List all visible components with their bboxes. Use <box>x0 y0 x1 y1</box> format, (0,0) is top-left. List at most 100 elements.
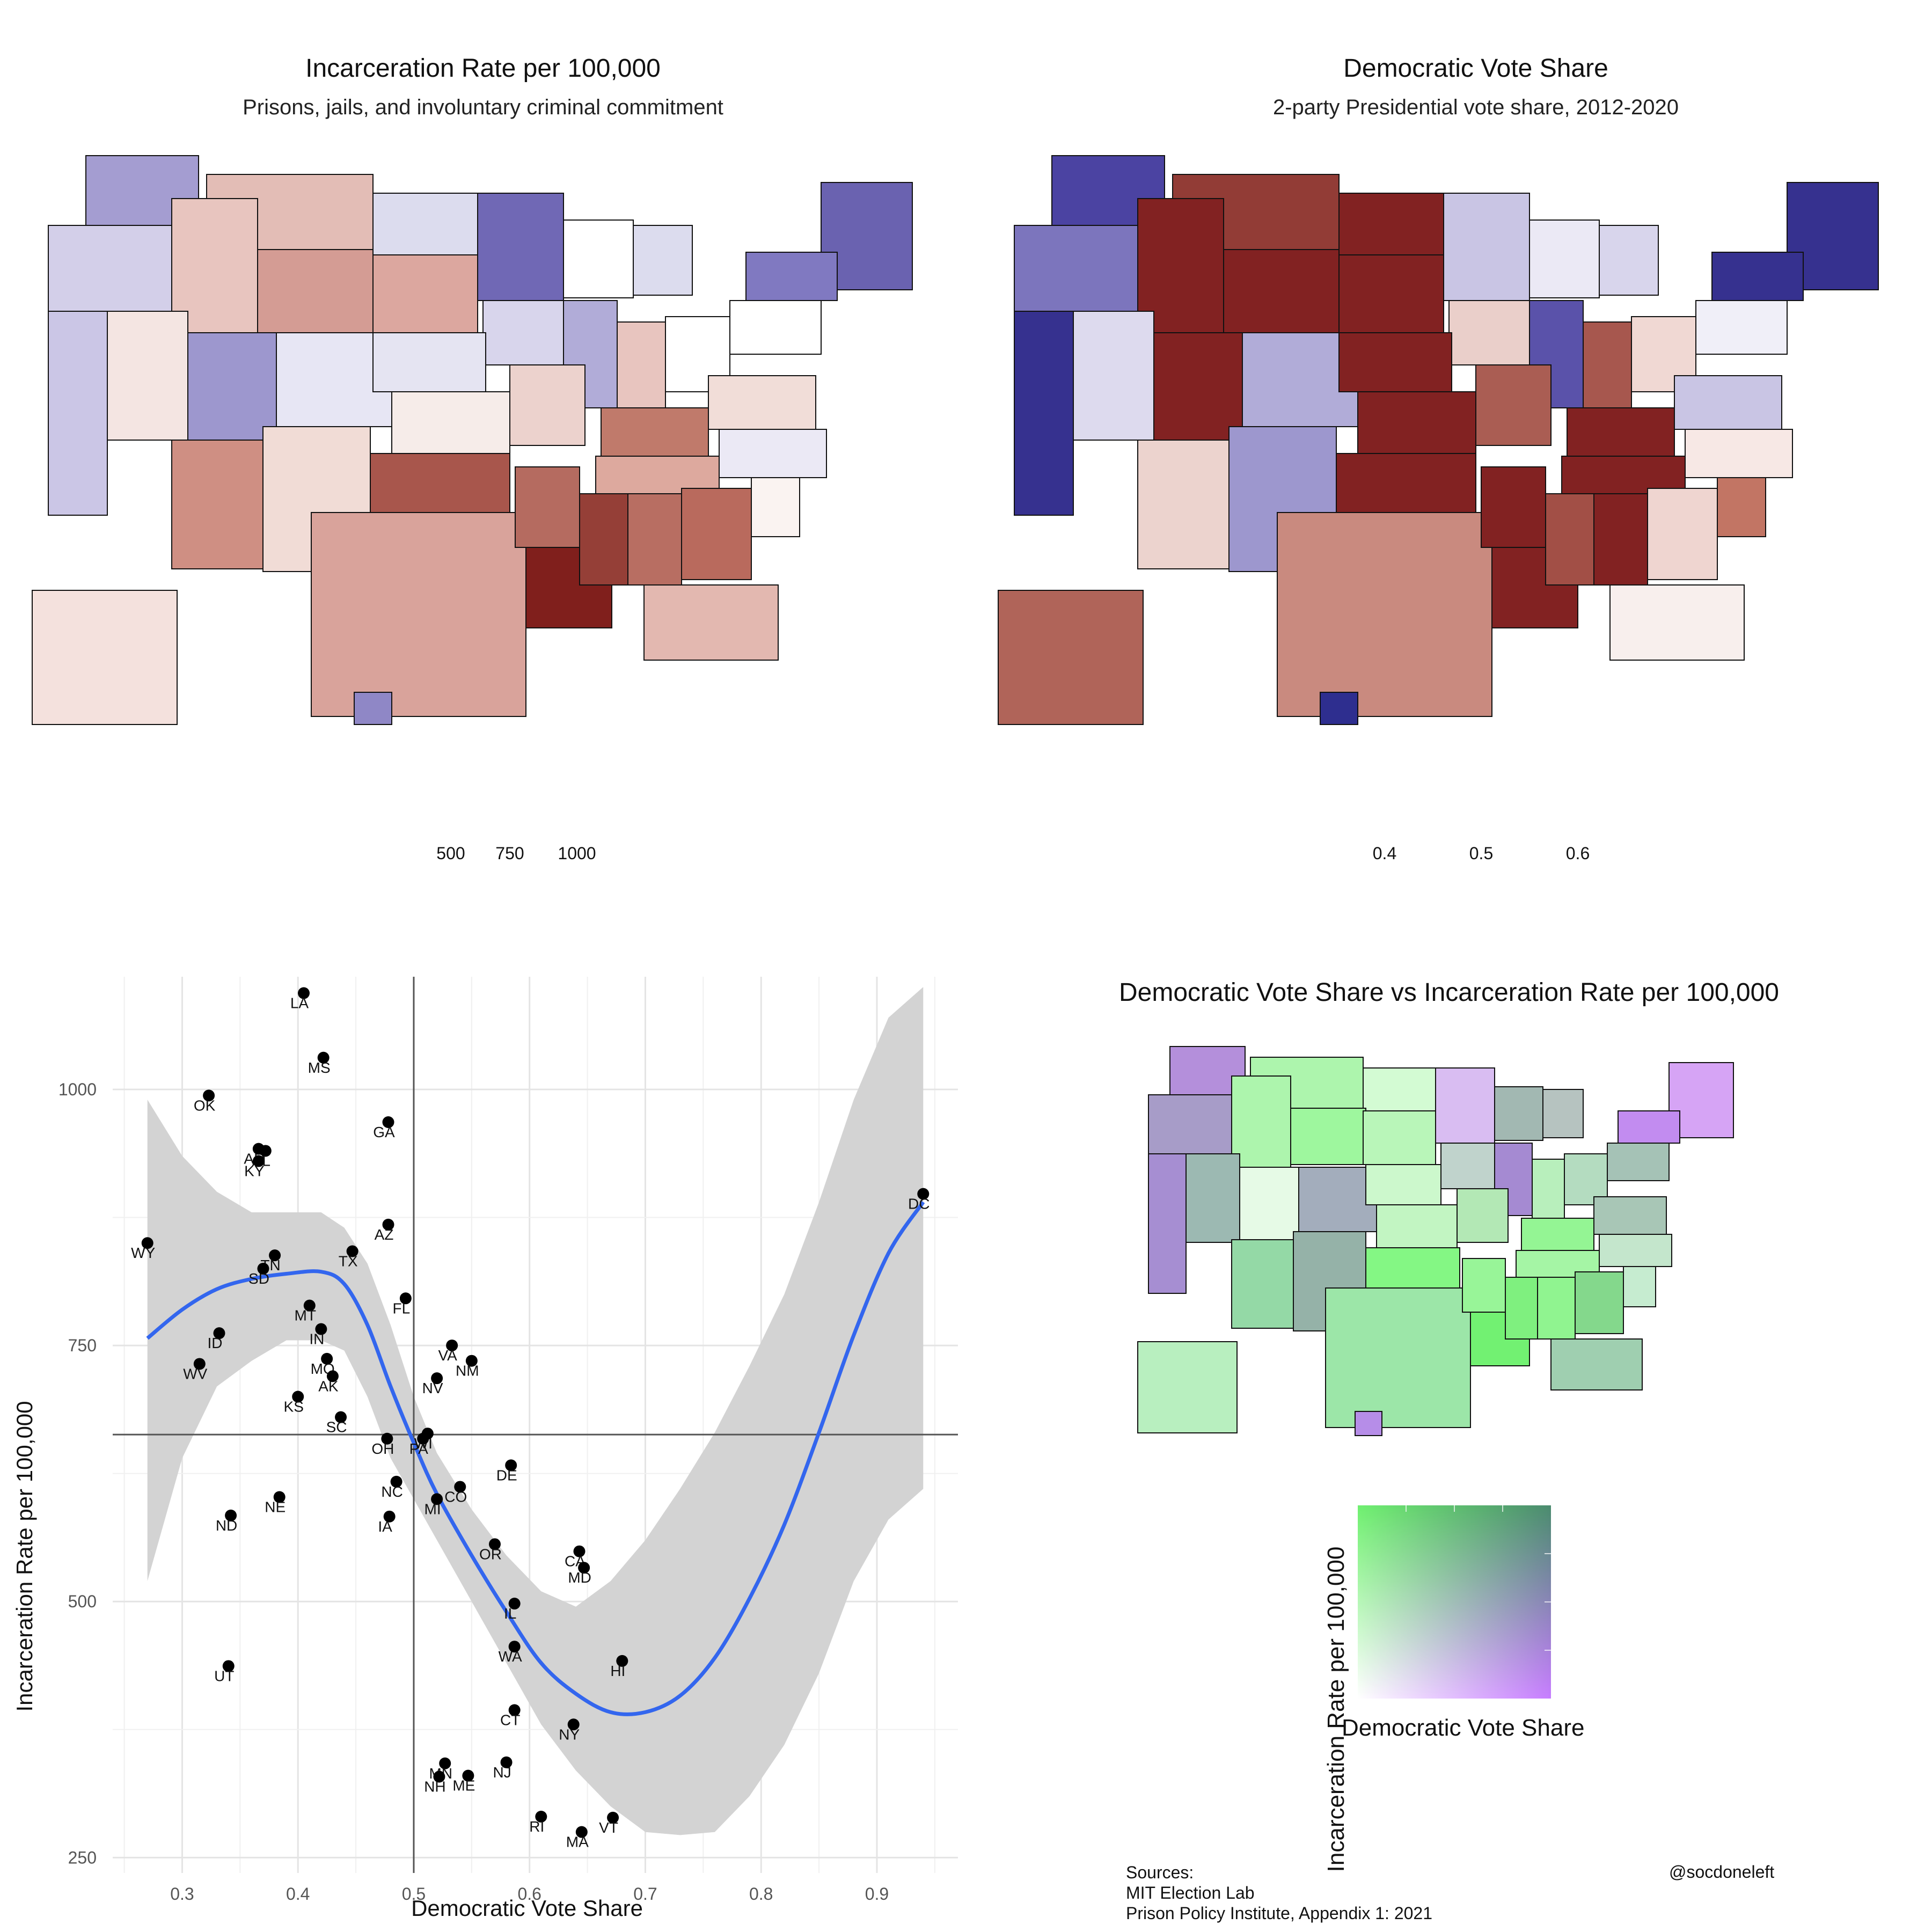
state-MO <box>1475 364 1552 446</box>
map1-legend-tick-1000: 1000 <box>558 844 596 863</box>
state-AR <box>1462 1258 1506 1313</box>
state-MS <box>1505 1277 1538 1340</box>
x-tick-label: 0.8 <box>749 1884 773 1904</box>
sources-block: Sources: MIT Election Lab Prison Policy … <box>1126 1862 1432 1923</box>
state-VA <box>1674 375 1782 430</box>
map2-subtitle: 2-party Presidential vote share, 2012-20… <box>1272 96 1679 119</box>
state-NC <box>719 429 827 478</box>
y-tick-label: 250 <box>68 1848 97 1867</box>
state-TX <box>1325 1287 1471 1428</box>
point-label-NC: NC <box>381 1483 402 1500</box>
state-MS <box>579 493 628 586</box>
point-IN <box>315 1323 327 1335</box>
state-IA <box>1440 1143 1503 1189</box>
point-ME <box>462 1769 474 1782</box>
state-AZ <box>1231 1239 1294 1329</box>
state-CA <box>48 311 108 516</box>
point-MO <box>321 1352 333 1365</box>
point-DC <box>917 1188 930 1200</box>
point-LA <box>297 987 310 999</box>
state-OK <box>1365 1247 1460 1289</box>
point-label-IA: IA <box>378 1518 392 1535</box>
point-label-AZ: AZ <box>375 1226 394 1243</box>
state-SC <box>1717 477 1766 537</box>
point-MI <box>431 1493 443 1505</box>
state-UT <box>187 332 277 441</box>
point-label-NH: NH <box>424 1779 445 1795</box>
point-TX <box>346 1245 358 1257</box>
point-label-OH: OH <box>371 1440 394 1457</box>
state-ND <box>1363 1067 1436 1111</box>
bivariate-legend-xlabel: Democratic Vote Share <box>1342 1715 1585 1741</box>
state-WY <box>1290 1108 1366 1165</box>
point-VA <box>446 1340 458 1352</box>
state-TX <box>311 512 526 717</box>
point-label-NY: NY <box>559 1726 580 1743</box>
map2-svg <box>998 155 1879 725</box>
point-label-IN: IN <box>309 1331 324 1348</box>
state-SD <box>372 254 478 333</box>
state-NY <box>1618 1110 1680 1144</box>
point-label-CO: CO <box>444 1488 467 1505</box>
point-AZ <box>382 1218 394 1231</box>
state-NC <box>1599 1234 1672 1267</box>
point-label-UT: UT <box>214 1667 234 1684</box>
point-SC <box>335 1411 347 1423</box>
point-label-ND: ND <box>216 1517 237 1534</box>
map1-title: Incarceration Rate per 100,000 <box>305 54 661 83</box>
state-SD <box>1338 254 1444 333</box>
point-WV <box>193 1358 206 1370</box>
map1-legend-tick-500: 500 <box>436 844 465 863</box>
point-FL <box>399 1292 412 1305</box>
scatter-smooth-line <box>146 1201 925 1716</box>
point-HI <box>616 1655 628 1667</box>
state-NC <box>1685 429 1793 478</box>
state-NE <box>1338 332 1452 392</box>
point-label-MA: MA <box>566 1834 589 1850</box>
state-HI <box>1355 1411 1382 1436</box>
point-IA <box>383 1510 396 1523</box>
map2-states <box>998 155 1879 725</box>
y-tick-label: 750 <box>68 1336 97 1355</box>
state-AZ <box>1137 440 1230 569</box>
state-UT <box>1153 332 1243 441</box>
state-OK <box>1336 453 1476 513</box>
point-label-IL: IL <box>504 1605 516 1622</box>
state-ID <box>171 198 258 333</box>
point-label-SD: SD <box>248 1270 269 1287</box>
state-ID <box>1137 198 1224 333</box>
point-RI <box>535 1811 547 1823</box>
point-label-KY: KY <box>244 1163 265 1180</box>
state-NY <box>1711 252 1804 301</box>
x-tick-label: 0.6 <box>517 1884 541 1904</box>
state-PA <box>1695 300 1788 355</box>
state-FL <box>1550 1338 1643 1391</box>
state-OR <box>48 225 172 312</box>
point-SD <box>257 1262 269 1275</box>
state-AL <box>627 493 682 586</box>
x-tick-label: 0.5 <box>402 1884 426 1904</box>
point-label-NE: NE <box>265 1499 286 1516</box>
state-VA <box>708 375 816 430</box>
state-AK <box>998 590 1144 725</box>
point-NE <box>273 1491 286 1503</box>
state-KS <box>1357 391 1476 454</box>
point-label-GA: GA <box>373 1124 395 1140</box>
point-label-RI: RI <box>529 1818 544 1835</box>
state-GA <box>1647 488 1718 580</box>
point-MT <box>303 1299 316 1312</box>
state-TN <box>1561 456 1686 494</box>
point-KY <box>252 1155 265 1167</box>
point-NH <box>433 1770 445 1783</box>
x-tick-label: 0.7 <box>633 1884 657 1904</box>
state-AL <box>1593 493 1648 586</box>
state-TN <box>595 456 720 494</box>
state-SD <box>1363 1110 1436 1165</box>
state-MI <box>1542 1089 1584 1138</box>
point-VT <box>607 1811 619 1824</box>
point-label-AK: AK <box>318 1378 339 1394</box>
state-GA <box>1575 1271 1624 1334</box>
point-KS <box>292 1391 304 1403</box>
map1-legend-tick-750: 750 <box>495 844 524 863</box>
point-label-CT: CT <box>500 1712 520 1729</box>
